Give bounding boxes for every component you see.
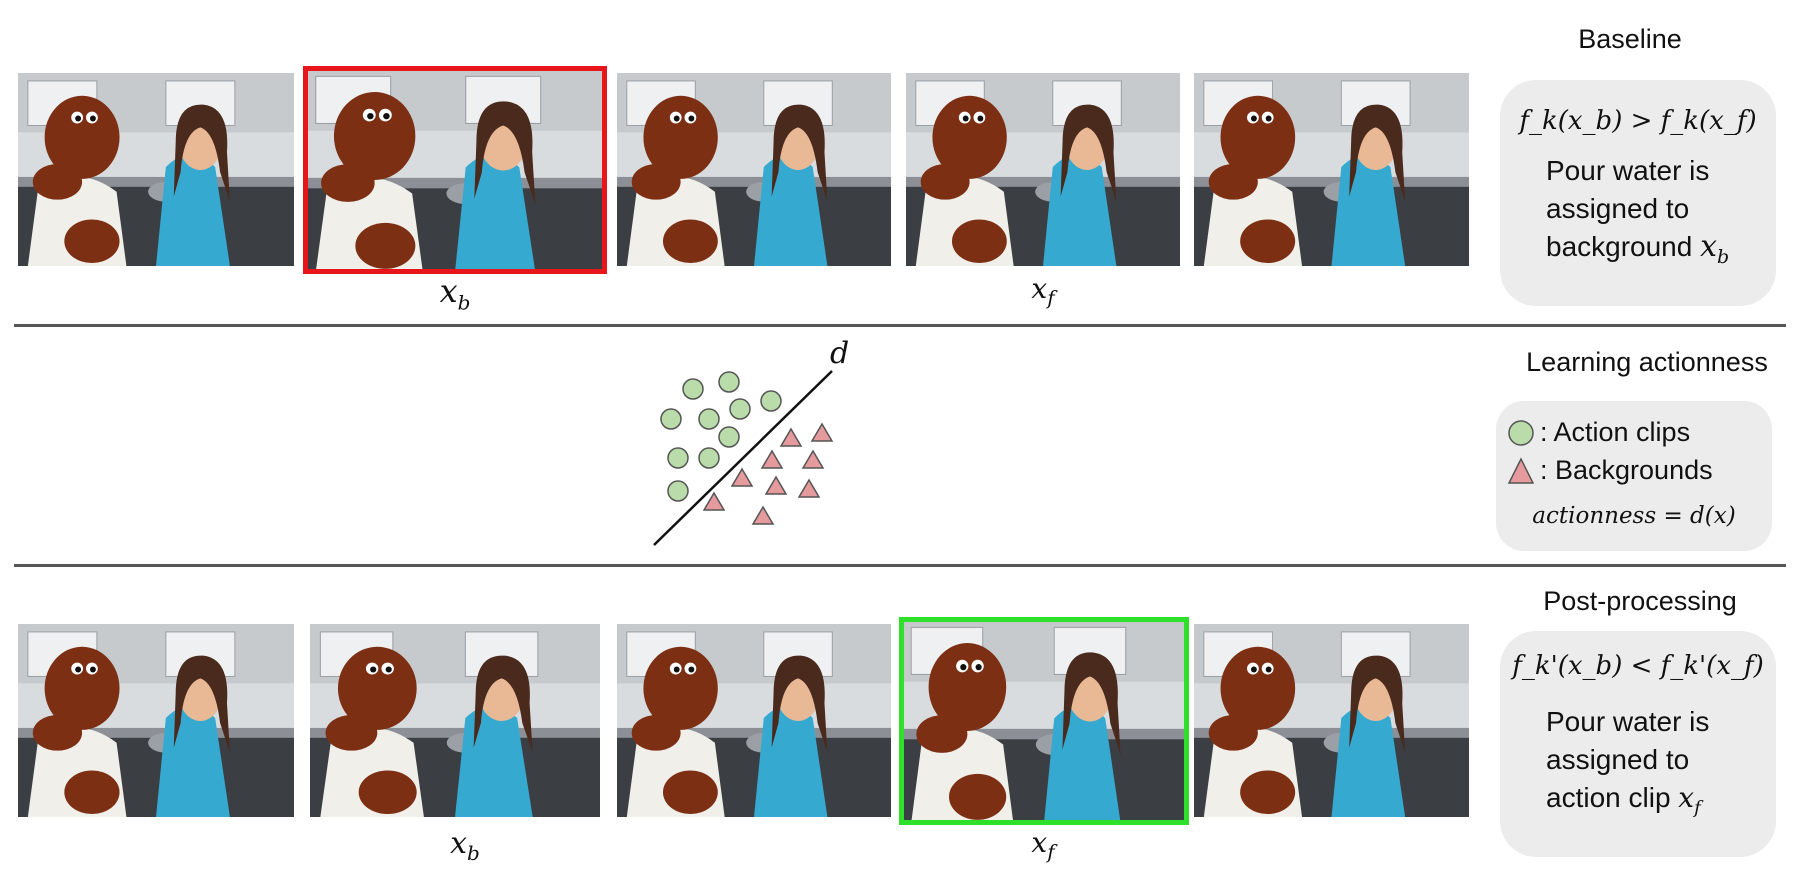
- top-label-xf: xf: [1031, 272, 1055, 310]
- actionness-scatter: [653, 370, 834, 546]
- background-point: [702, 491, 726, 511]
- action-clip-point: [667, 480, 689, 502]
- actionness-panel: : Action clips : Backgrounds actionness …: [1496, 401, 1772, 551]
- baseline-text: Pour water is assigned to background xb: [1546, 155, 1730, 268]
- learning-actionness-title: Learning actionness: [1526, 347, 1768, 377]
- action-clip-legend-icon: [1508, 419, 1534, 446]
- bottom-frame-1: [18, 624, 294, 817]
- post-processing-title: Post-processing: [1543, 586, 1737, 616]
- actionness-formula: actionness = d(x): [1532, 503, 1736, 529]
- post-processing-text: Pour water is assigned to action clip xf: [1546, 706, 1710, 819]
- background-point: [810, 422, 834, 442]
- action-clip-point: [718, 426, 740, 448]
- action-clip-point: [698, 447, 720, 469]
- action-clip-point: [698, 408, 720, 430]
- background-point: [730, 467, 754, 487]
- boundary-label-d: d: [830, 336, 850, 371]
- bottom-frame-3: [617, 624, 891, 817]
- baseline-panel: f_k(x_b) > f_k(x_f) Pour water is assign…: [1500, 80, 1776, 306]
- baseline-title: Baseline: [1578, 24, 1682, 54]
- legend-action-clips: : Action clips: [1506, 417, 1690, 448]
- top-frame-4: [906, 73, 1180, 266]
- post-processing-panel: f_k'(x_b) < f_k'(x_f) Pour water is assi…: [1500, 631, 1776, 857]
- background-point: [764, 475, 788, 495]
- action-clip-point: [660, 408, 682, 430]
- top-label-xb: xb: [439, 272, 471, 315]
- bottom-label-xb: xb: [450, 826, 480, 865]
- bottom-frame-2: [310, 624, 600, 817]
- top-frame-3: [617, 73, 891, 266]
- separator-bottom: [14, 564, 1786, 567]
- background-point: [801, 449, 825, 469]
- legend-backgrounds: : Backgrounds: [1506, 455, 1713, 486]
- background-point: [751, 505, 775, 525]
- background-point: [760, 449, 784, 469]
- action-clip-point: [667, 447, 689, 469]
- action-clip-point: [682, 378, 704, 400]
- bottom-frame-5: [1194, 624, 1469, 817]
- background-point: [797, 478, 821, 498]
- separator-top: [14, 324, 1786, 327]
- bottom-frame-4-action-highlight: [899, 617, 1189, 825]
- bottom-label-xf: xf: [1031, 826, 1055, 864]
- action-clip-point: [718, 371, 740, 393]
- action-clip-point: [729, 398, 751, 420]
- top-frame-1: [18, 73, 294, 266]
- baseline-formula: f_k(x_b) > f_k(x_f): [1519, 106, 1757, 136]
- post-processing-formula: f_k'(x_b) < f_k'(x_f): [1512, 651, 1764, 681]
- action-clip-point: [760, 390, 782, 412]
- background-legend-icon: [1507, 456, 1535, 484]
- top-frame-5: [1194, 73, 1469, 266]
- decision-boundary: [653, 370, 833, 546]
- background-point: [779, 427, 803, 447]
- top-frame-2-background-highlight: [303, 66, 607, 274]
